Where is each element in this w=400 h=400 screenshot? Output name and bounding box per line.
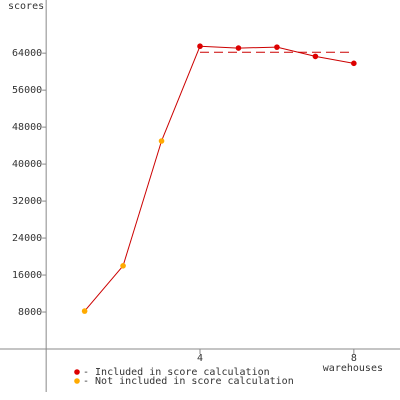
line-segment: [199, 45, 239, 49]
y-tick-label: 64000: [12, 48, 42, 59]
legend-marker: [74, 378, 80, 384]
line-segment: [238, 46, 277, 49]
y-tick-label: 56000: [12, 85, 42, 96]
y-tick-label: 40000: [12, 159, 42, 170]
legend-label: - Included in score calculation: [83, 367, 270, 378]
x-tick-label: 4: [197, 353, 203, 364]
x-tick-label: 8: [351, 353, 357, 364]
point: [235, 45, 242, 51]
point: [274, 44, 280, 50]
point: [351, 60, 357, 67]
y-axis-label: scores: [8, 1, 44, 12]
point: [81, 308, 88, 314]
point: [120, 263, 126, 269]
y-tick-label: 24000: [12, 233, 42, 244]
line-segment: [276, 46, 316, 57]
y-tick-label: 16000: [12, 270, 42, 281]
y-tick-label: 32000: [12, 196, 42, 207]
line-segment: [122, 140, 163, 266]
legend-marker: [74, 369, 80, 375]
y-tick-label: 48000: [12, 122, 42, 133]
point: [158, 138, 165, 144]
y-tick-label: 8000: [18, 307, 42, 318]
point: [197, 43, 203, 50]
point: [312, 53, 319, 60]
line-segment: [315, 55, 354, 64]
line-segment: [161, 46, 201, 142]
x-axis-label: warehouses: [323, 363, 383, 374]
legend-label: - Not included in score calculation: [83, 376, 294, 387]
line-segment: [84, 265, 124, 312]
